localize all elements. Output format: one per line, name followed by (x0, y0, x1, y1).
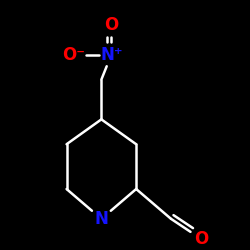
Text: O: O (194, 230, 208, 248)
Text: O: O (104, 16, 118, 34)
Text: O⁻: O⁻ (62, 46, 86, 64)
Text: N⁺: N⁺ (100, 46, 123, 64)
Text: N: N (94, 210, 108, 228)
